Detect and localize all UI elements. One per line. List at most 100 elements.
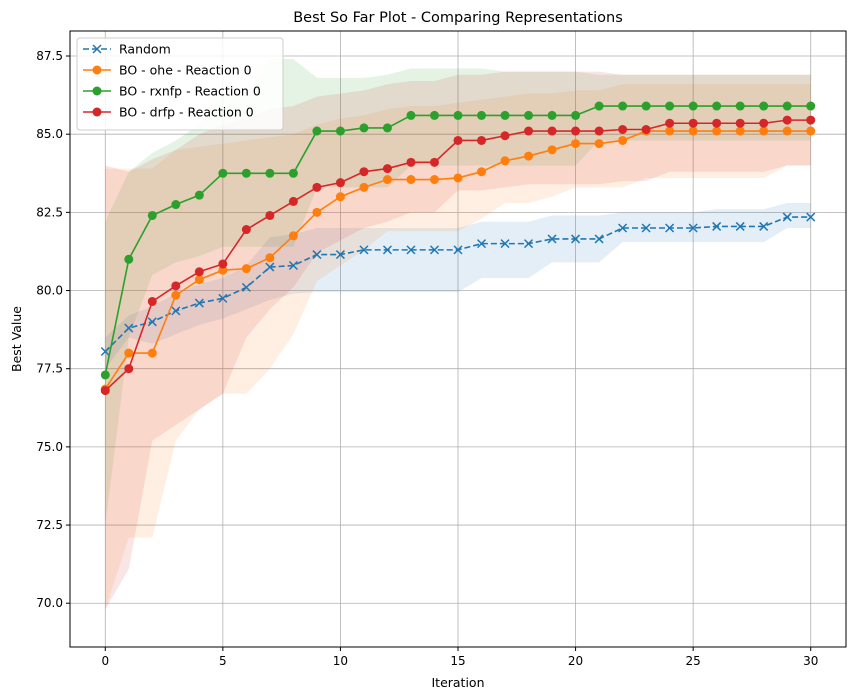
legend-marker <box>92 44 102 54</box>
data-point <box>665 101 675 111</box>
data-point <box>759 221 769 231</box>
data-point <box>124 323 134 333</box>
legend-label: BO - ohe - Reaction 0 <box>119 63 252 78</box>
data-point <box>806 126 816 136</box>
data-point <box>194 298 204 308</box>
data-point <box>712 221 722 231</box>
data-point <box>641 124 651 134</box>
data-point <box>759 118 769 128</box>
data-point <box>782 126 792 136</box>
data-point <box>312 250 322 260</box>
data-point <box>406 157 416 167</box>
data-point <box>688 101 698 111</box>
data-point <box>453 173 463 183</box>
x-tick-label: 5 <box>219 654 227 668</box>
data-point <box>524 110 534 120</box>
data-point <box>382 245 392 255</box>
bo-ohe-reaction-0-band <box>105 84 811 610</box>
data-point <box>571 139 581 149</box>
data-point <box>335 250 345 260</box>
data-point <box>665 126 675 136</box>
y-tick-label: 77.5 <box>36 362 63 376</box>
data-point <box>547 110 557 120</box>
data-point <box>265 262 275 272</box>
x-tick-label: 25 <box>686 654 701 668</box>
legend-entry: Random <box>83 42 171 57</box>
random-band <box>105 202 811 369</box>
data-point <box>429 245 440 255</box>
random-series <box>100 212 816 357</box>
data-point <box>382 175 392 185</box>
data-point <box>500 239 510 249</box>
data-point <box>312 182 322 192</box>
bo-drfp-reaction-0-band <box>105 71 811 610</box>
data-point <box>477 110 487 120</box>
data-point <box>782 101 792 111</box>
data-point <box>500 156 510 166</box>
data-point <box>594 126 604 136</box>
data-point <box>641 101 651 111</box>
data-point <box>124 348 134 358</box>
data-point <box>688 223 698 233</box>
data-point <box>477 167 487 177</box>
data-point <box>218 259 228 269</box>
data-point <box>806 115 816 125</box>
data-point <box>618 101 628 111</box>
data-point <box>476 239 487 249</box>
data-point <box>288 231 298 241</box>
data-point <box>759 126 769 136</box>
x-tick-label: 20 <box>568 654 583 668</box>
data-point <box>688 126 698 136</box>
data-point <box>218 293 228 303</box>
data-point <box>735 118 745 128</box>
data-point <box>359 245 369 255</box>
legend-marker <box>92 107 102 117</box>
data-point <box>735 126 745 136</box>
data-point <box>712 126 722 136</box>
data-point <box>265 168 275 178</box>
bo-rxnfp-reaction-0-series <box>100 101 816 380</box>
data-point <box>359 182 369 192</box>
data-point <box>429 175 439 185</box>
data-point <box>147 317 157 327</box>
data-point <box>288 196 298 206</box>
data-point <box>429 157 439 167</box>
data-point <box>265 253 275 263</box>
data-point <box>571 110 581 120</box>
data-point <box>171 306 181 316</box>
data-point <box>712 101 722 111</box>
y-tick-label: 87.5 <box>36 49 63 63</box>
y-tick-label: 85.0 <box>36 127 63 141</box>
data-point <box>312 207 322 217</box>
data-point <box>171 290 181 300</box>
data-point <box>571 126 581 136</box>
data-point <box>453 110 463 120</box>
x-tick-label: 30 <box>803 654 818 668</box>
data-point <box>312 126 322 136</box>
data-point <box>806 212 816 222</box>
x-tick-label: 15 <box>450 654 465 668</box>
data-point <box>688 118 698 128</box>
data-point <box>288 168 298 178</box>
data-point <box>171 281 181 291</box>
data-point <box>547 145 557 155</box>
data-point <box>594 234 604 244</box>
data-point <box>241 225 251 235</box>
data-point <box>641 223 651 233</box>
data-point <box>100 370 110 380</box>
y-tick-label: 75.0 <box>36 440 63 454</box>
data-point <box>782 115 792 125</box>
data-point <box>124 364 134 374</box>
data-point <box>547 234 557 244</box>
y-tick-label: 82.5 <box>36 205 63 219</box>
data-point <box>571 234 581 244</box>
data-point <box>382 123 392 133</box>
legend-label: Random <box>119 42 171 57</box>
data-point <box>124 254 134 264</box>
bo-rxnfp-reaction-0-band <box>105 59 811 526</box>
legend: Random BO - ohe - Reaction 0 BO - rxnfp - … <box>76 37 284 131</box>
y-tick-label: 70.0 <box>36 596 63 610</box>
y-tick-label: 72.5 <box>36 518 63 532</box>
data-point <box>735 101 745 111</box>
legend-entry: BO - rxnfp - Reaction 0 <box>83 84 261 99</box>
